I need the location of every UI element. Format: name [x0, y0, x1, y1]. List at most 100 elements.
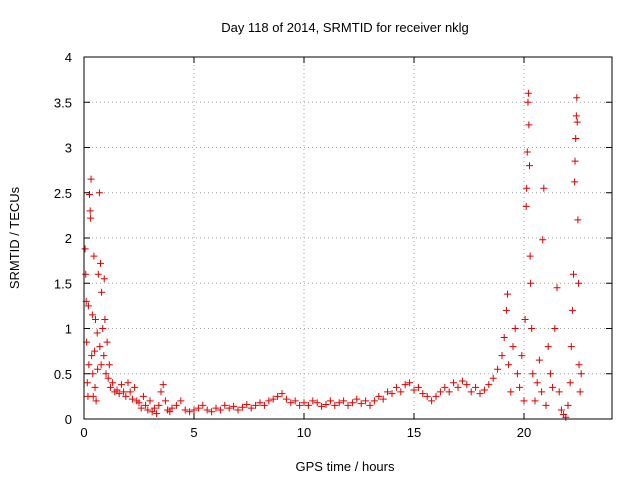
data-point [157, 388, 165, 396]
data-point [124, 379, 132, 387]
axis-ticks [83, 56, 612, 420]
data-point [194, 404, 202, 412]
x-tick-labels: 0 5 10 15 20 [80, 425, 531, 440]
grid [84, 57, 612, 419]
y-tick-label: 0.5 [54, 367, 72, 382]
data-point [91, 383, 99, 391]
data-point [458, 377, 466, 385]
data-point [181, 406, 189, 414]
data-point [549, 383, 557, 391]
data-point [357, 400, 365, 408]
data-point [82, 270, 90, 278]
data-point [135, 399, 143, 407]
data-point [502, 306, 510, 314]
data-point [300, 399, 308, 407]
data-point [432, 392, 440, 400]
data-point [103, 338, 111, 346]
data-point [344, 401, 352, 409]
x-tick-label: 20 [517, 425, 531, 440]
data-point [256, 399, 264, 407]
data-point [212, 404, 220, 412]
data-point [485, 381, 493, 389]
data-point [575, 361, 583, 369]
data-point [406, 379, 414, 387]
data-point [498, 352, 506, 360]
data-point [504, 290, 511, 298]
data-point [533, 379, 541, 387]
data-point [144, 406, 152, 414]
data-point [106, 383, 114, 391]
data-point [523, 148, 531, 156]
data-point [520, 397, 528, 405]
y-tick-label: 1 [65, 322, 72, 337]
data-point [419, 390, 427, 398]
data-point [291, 397, 299, 405]
data-point [375, 392, 383, 400]
data-point [95, 189, 103, 197]
data-point [577, 370, 585, 378]
data-point [159, 381, 167, 389]
data-point [100, 275, 108, 283]
data-point [322, 401, 330, 409]
data-point [423, 392, 431, 400]
data-point [489, 374, 497, 382]
y-tick-label: 1.5 [54, 276, 72, 291]
data-point [574, 216, 582, 224]
data-point [463, 381, 471, 389]
data-point [117, 381, 125, 389]
data-point [148, 408, 156, 416]
data-point [401, 381, 409, 389]
data-point [326, 397, 334, 405]
data-point [555, 388, 563, 396]
data-point [335, 399, 343, 407]
data-point [566, 379, 574, 387]
data-point [529, 370, 537, 378]
data-point [525, 121, 533, 129]
data-point [120, 388, 128, 396]
data-point [88, 311, 96, 319]
data-point [564, 401, 572, 409]
data-point [436, 388, 444, 396]
data-point [562, 413, 570, 421]
data-point [441, 383, 449, 391]
data-point [513, 370, 521, 378]
data-point [243, 401, 251, 409]
data-point [113, 386, 121, 394]
data-point [238, 403, 246, 411]
data-point [92, 397, 100, 405]
y-tick-label: 4 [65, 50, 72, 65]
data-point [526, 162, 533, 170]
data-point [542, 401, 550, 409]
data-point [93, 329, 101, 337]
data-point [370, 397, 378, 405]
data-point [531, 397, 539, 405]
data-point [131, 383, 139, 391]
data-point [216, 406, 224, 414]
y-axis-title: SRMTID / TECUs [7, 186, 22, 289]
data-point [109, 379, 117, 387]
data-point [524, 98, 532, 106]
data-point [128, 395, 136, 403]
data-point [161, 397, 169, 405]
data-point [527, 279, 535, 287]
data-points [81, 89, 585, 421]
data-point [348, 399, 356, 407]
data-point [505, 361, 513, 369]
y-tick-label: 2 [65, 231, 72, 246]
data-point [309, 397, 317, 405]
data-point [546, 370, 554, 378]
data-point [287, 399, 295, 407]
data-point [186, 408, 194, 416]
data-point [139, 392, 147, 400]
data-point [88, 352, 96, 360]
data-point [507, 388, 515, 396]
data-point [480, 386, 488, 394]
data-point [97, 361, 105, 369]
data-point [146, 397, 154, 405]
data-point [523, 184, 531, 192]
y-tick-label: 3 [65, 141, 72, 156]
data-point [99, 325, 107, 332]
data-point [410, 386, 418, 394]
data-point [89, 370, 97, 378]
data-point [85, 361, 93, 369]
